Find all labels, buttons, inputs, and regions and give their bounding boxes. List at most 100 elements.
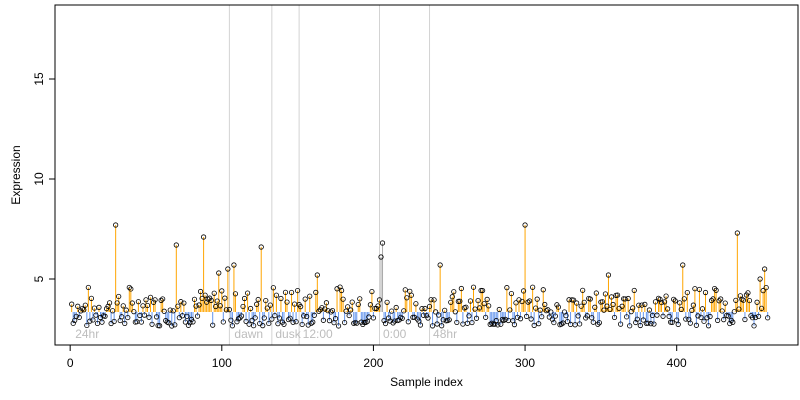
data-point [746, 297, 753, 304]
data-point [147, 294, 154, 300]
data-point [760, 288, 766, 294]
data-point [138, 319, 145, 325]
data-point [217, 303, 223, 309]
data-point [243, 318, 249, 325]
condition-dividers [228, 5, 431, 345]
data-point [307, 293, 313, 299]
condition-labels: 24hr dawn dusk 12:00 0:00 48hr [75, 327, 457, 341]
data-point [530, 284, 536, 290]
data-point [267, 302, 273, 308]
data-point [681, 296, 687, 302]
condition-label: 12:00 [303, 327, 333, 341]
data-point [376, 297, 383, 303]
data-point [332, 316, 339, 322]
x-tick-label: 200 [363, 356, 383, 370]
data-point [141, 312, 148, 318]
data-point [273, 292, 279, 298]
data-point [255, 296, 261, 303]
data-point [201, 234, 207, 240]
data-point [173, 242, 179, 248]
data-point [219, 288, 225, 294]
data-point [226, 307, 232, 313]
data-point [119, 314, 125, 320]
data-point [149, 321, 155, 327]
data-point [181, 300, 187, 306]
data-point [745, 290, 751, 296]
data-point [448, 299, 454, 305]
data-point [536, 321, 542, 327]
data-point [736, 306, 742, 312]
data-point [295, 287, 301, 294]
data-point [458, 285, 464, 292]
data-point [84, 322, 90, 329]
data-point [251, 323, 257, 329]
data-point [475, 297, 481, 304]
data-point [172, 322, 178, 328]
data-point [69, 301, 75, 307]
data-point [436, 312, 442, 318]
data-point [590, 319, 596, 325]
data-point [426, 303, 433, 310]
data-point [614, 292, 621, 298]
data-point [335, 323, 342, 329]
x-tick-label: 100 [212, 356, 232, 370]
data-point [99, 319, 105, 325]
data-point [287, 315, 293, 321]
data-point [442, 307, 448, 313]
data-point [648, 321, 654, 327]
data-point [113, 222, 119, 228]
data-point [652, 299, 659, 305]
data-point [589, 315, 595, 321]
data-point [349, 299, 355, 305]
data-point [197, 288, 204, 295]
data-point [393, 304, 399, 311]
data-point [106, 300, 113, 306]
data-point [542, 301, 548, 308]
data-point [369, 288, 375, 295]
data-point [452, 309, 458, 315]
data-point [718, 296, 724, 302]
data-point [655, 295, 662, 301]
data-point [701, 318, 707, 324]
data-point [329, 308, 336, 314]
data-point [290, 319, 296, 325]
data-point [276, 315, 283, 321]
data-point [712, 285, 718, 292]
data-point [575, 313, 581, 319]
data-point [389, 308, 395, 314]
data-point [759, 305, 765, 311]
y-tick-label: 10 [32, 172, 46, 186]
data-point [260, 323, 266, 329]
data-point [240, 303, 246, 310]
deviation-segments [71, 225, 769, 326]
data-point [184, 313, 190, 319]
data-point [238, 313, 245, 319]
data-point [765, 315, 771, 321]
data-point [642, 301, 648, 307]
y-axis-label: Expression [9, 145, 23, 204]
data-point [196, 302, 202, 308]
data-point [70, 320, 76, 326]
data-point [328, 309, 334, 315]
data-point [210, 322, 216, 328]
data-point [308, 320, 314, 326]
data-point [630, 305, 636, 311]
data-point [513, 300, 519, 306]
data-point [114, 300, 120, 306]
data-point [625, 295, 631, 302]
data-point [587, 296, 593, 302]
data-point [645, 320, 651, 326]
data-point [478, 287, 484, 294]
data-point [534, 296, 540, 302]
data-point [379, 240, 386, 246]
data-point [607, 306, 613, 313]
data-point [125, 314, 131, 321]
data-point [175, 303, 181, 309]
data-point [185, 322, 192, 328]
data-point [396, 317, 402, 323]
data-point [338, 287, 345, 294]
data-point [326, 318, 333, 324]
data-point [466, 313, 472, 319]
data-point [725, 313, 731, 319]
data-point [301, 313, 307, 319]
